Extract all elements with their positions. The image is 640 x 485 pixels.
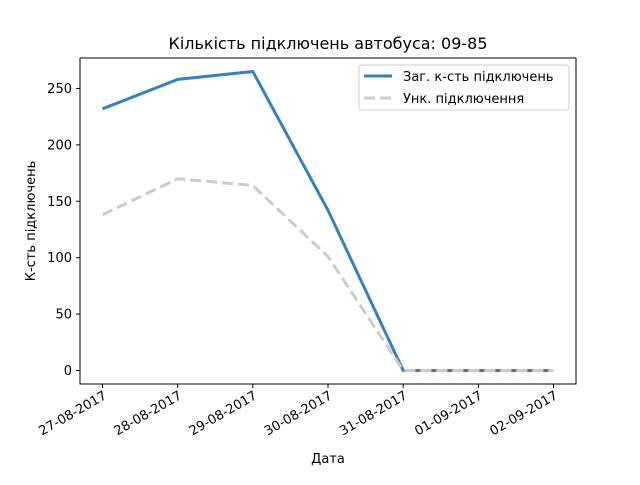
x-tick-label: 31-08-2017 bbox=[337, 388, 410, 439]
x-tick-label: 02-09-2017 bbox=[488, 388, 561, 439]
y-tick-label: 0 bbox=[64, 364, 72, 379]
x-tick-label: 28-08-2017 bbox=[112, 388, 185, 439]
x-tick-label: 27-08-2017 bbox=[37, 388, 110, 439]
plot-layer bbox=[101, 70, 554, 372]
x-tick-label: 29-08-2017 bbox=[187, 388, 260, 439]
series-line-2 bbox=[101, 177, 554, 372]
y-axis-label: К-сть підключень bbox=[24, 161, 39, 281]
legend: Заг. к-сть підключень Унк. підключення bbox=[358, 64, 570, 111]
ticks-layer: 0 50 100 150 200 250 27-08-2017 28-08-2017 29-08… bbox=[37, 82, 561, 439]
y-tick-label: 50 bbox=[55, 308, 72, 323]
legend-label-1: Заг. к-сть підключень bbox=[403, 70, 554, 85]
chart-title: Кількість підключень автобуса: 09-85 bbox=[168, 34, 487, 53]
x-tick-label: 01-09-2017 bbox=[412, 388, 485, 439]
y-tick-label: 150 bbox=[47, 195, 72, 210]
legend-box bbox=[358, 64, 570, 111]
legend-label-2: Унк. підключення bbox=[403, 92, 524, 107]
y-tick-label: 250 bbox=[47, 82, 72, 97]
x-axis-label: Дата bbox=[311, 452, 345, 467]
series-line-1 bbox=[101, 70, 554, 372]
y-tick-label: 200 bbox=[47, 138, 72, 153]
y-tick-label: 100 bbox=[47, 251, 72, 266]
x-tick-label: 30-08-2017 bbox=[262, 388, 335, 439]
